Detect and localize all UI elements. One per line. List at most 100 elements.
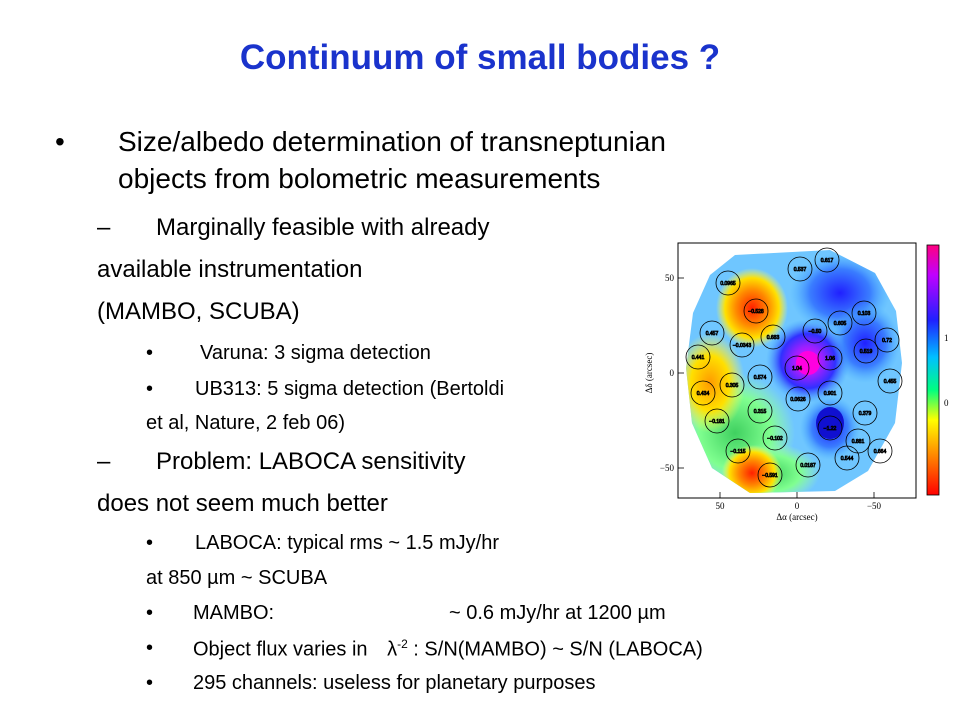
detector-value: −0.591 [762, 473, 778, 479]
dash-marker: – [97, 214, 111, 241]
item-marker: • [146, 342, 154, 364]
detector-circle [743, 298, 769, 324]
slide-title: Continuum of small bodies ? [239, 38, 721, 77]
item-marker: • [146, 602, 154, 624]
detector-circle [747, 364, 773, 390]
detector-circle [834, 445, 860, 471]
y-tick-label: 0 [670, 368, 675, 378]
x-tick-label: 50 [716, 501, 726, 511]
detector-value: 0.537 [794, 267, 807, 273]
bolometer-map-figure: 0.617 0.537 0.0965 −0.528 0.457 −0.0343 … [644, 242, 949, 522]
detector-circle [785, 386, 811, 412]
detector-circle [747, 398, 773, 424]
detector-circle [814, 247, 840, 273]
detector-circle [817, 345, 843, 371]
detector-circle [685, 344, 711, 370]
detector-value: −0.181 [709, 419, 725, 425]
detector-value: 0.605 [834, 321, 847, 327]
detector-value: 0.0187 [800, 463, 816, 469]
axis-ticks [678, 277, 875, 498]
detector-value: −0.528 [748, 309, 764, 315]
y-axis-label: Δδ (arcsec) [644, 353, 654, 394]
detector-circle [853, 338, 879, 364]
detector-value: 0.315 [754, 409, 767, 415]
detector-value: 0.305 [726, 383, 739, 389]
detector-circle [725, 438, 751, 464]
detector-value: −0.50 [809, 329, 822, 335]
item-text: ~ 0.6 mJy/hr at 1200 µm [449, 602, 666, 624]
x-tick-label: −50 [867, 501, 882, 511]
detector-circle [802, 318, 828, 344]
bullet-text-line1: Size/albedo determination of transneptun… [118, 126, 666, 157]
sub-bullet-line1: Problem: LABOCA sensitivity [156, 448, 466, 475]
detector-value: −0.0343 [733, 343, 751, 349]
item-text: Object flux varies in λ-2 : S/N(MAMBO) ~… [193, 637, 703, 662]
detector-value: 0.441 [692, 355, 705, 361]
detector-circle [757, 462, 783, 488]
sub-bullet-line2: available instrumentation [97, 256, 363, 283]
detector-value: 0.455 [884, 379, 897, 385]
detector-value: 0.574 [754, 375, 767, 381]
detector-circle [851, 300, 877, 326]
y-tick-label: 50 [665, 273, 675, 283]
detector-circle [704, 408, 730, 434]
detector-circle [784, 355, 810, 381]
detector-value: 0.901 [824, 391, 837, 397]
item-text-cont: at 850 µm ~ SCUBA [146, 567, 328, 589]
detector-circle [719, 372, 745, 398]
detector-circle [795, 452, 821, 478]
lambda-symbol: λ [387, 638, 398, 661]
detector-value: 0.683 [767, 335, 780, 341]
item-text-b: : S/N(MAMBO) ~ S/N (LABOCA) [407, 638, 703, 661]
detector-value: 0.103 [858, 311, 871, 317]
item-text-a: Object flux varies in [193, 638, 374, 661]
x-tick-label: 0 [795, 501, 800, 511]
detector-circle [867, 438, 893, 464]
detector-value: 0.457 [706, 331, 719, 337]
item-text: 295 channels: useless for planetary purp… [193, 672, 596, 694]
detector-circle [874, 327, 900, 353]
detector-circle [699, 320, 725, 346]
bullet-marker: • [55, 126, 65, 157]
item-marker: • [146, 378, 154, 400]
intensity-map [686, 250, 902, 493]
detector-value: 0.0965 [720, 281, 736, 287]
detector-value: 0.0626 [790, 397, 806, 403]
detector-circle [762, 425, 788, 451]
lambda-exponent: -2 [397, 637, 408, 651]
sub-bullet-line3: (MAMBO, SCUBA) [97, 298, 300, 325]
sub-bullet-line2: does not seem much better [97, 490, 388, 517]
detector-value: 0.881 [852, 439, 865, 445]
detector-circle [760, 324, 786, 350]
detector-value: −0.115 [730, 449, 745, 455]
detector-circle [877, 368, 903, 394]
item-text: LABOCA: typical rms ~ 1.5 mJy/hr [195, 532, 499, 554]
detector-value: −0.102 [767, 436, 783, 442]
detector-circle [729, 332, 755, 358]
detector-value: 0.519 [860, 349, 873, 355]
x-axis-label: Δα (arcsec) [776, 512, 817, 522]
item-marker: • [146, 532, 154, 554]
colorbar-tick-label: 0 [944, 398, 949, 408]
detector-value: 0.72 [882, 338, 892, 344]
item-text: MAMBO: [193, 602, 275, 624]
detector-value: 0.434 [697, 391, 710, 397]
detector-value: 0.544 [841, 456, 854, 462]
item-text: UB313: 5 sigma detection (Bertoldi [195, 378, 505, 400]
detector-circle [817, 380, 843, 406]
sub-bullet-line1: Marginally feasible with already [156, 214, 490, 241]
item-marker: • [146, 672, 154, 694]
item-marker: • [146, 637, 154, 659]
detector-circle [852, 400, 878, 426]
detector-circle [817, 415, 843, 441]
detector-circle [690, 380, 716, 406]
dash-marker: – [97, 448, 111, 475]
bullet-text-line2: objects from bolometric measurements [118, 163, 601, 194]
y-tick-label: −50 [660, 463, 675, 473]
detector-value: 1.04 [792, 366, 802, 372]
item-text: Varuna: 3 sigma detection [200, 342, 431, 364]
detector-circles: 0.617 0.537 0.0965 −0.528 0.457 −0.0343 … [685, 247, 903, 488]
detector-value: 1.06 [825, 356, 835, 362]
detector-circle [715, 270, 741, 296]
detector-circle [787, 256, 813, 282]
